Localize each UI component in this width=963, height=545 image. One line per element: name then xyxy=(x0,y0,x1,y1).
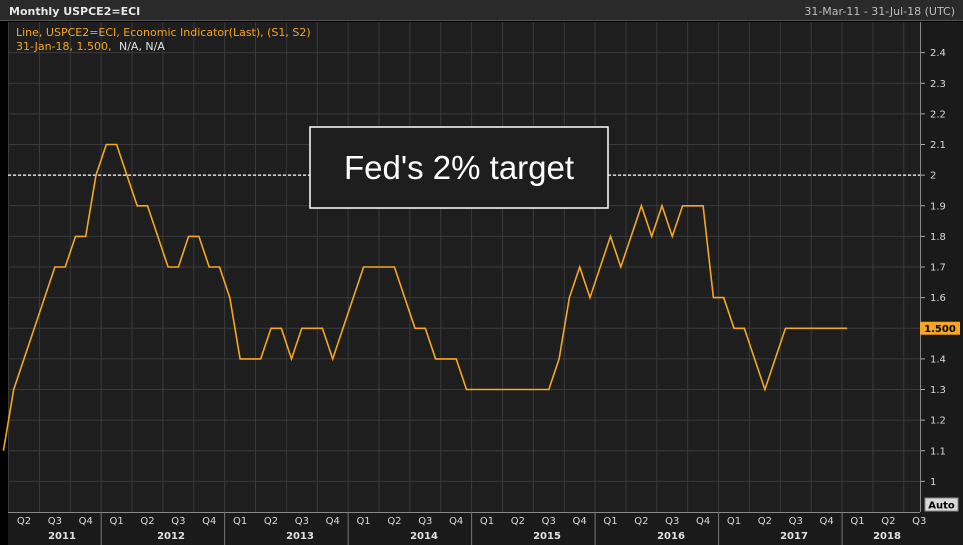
y-tick-label-11: 2.1 xyxy=(930,140,946,151)
y-tick-label-10: 2 xyxy=(930,171,936,182)
x-axis-panel xyxy=(8,512,963,545)
x-year-label-2011: 2011 xyxy=(48,531,76,542)
series-line-uspce2 xyxy=(2,143,848,451)
x-quarter-label-1: Q3 xyxy=(48,516,62,527)
x-quarter-label-12: Q2 xyxy=(387,516,401,527)
header-bar xyxy=(0,0,963,20)
annotation-box: Fed's 2% target xyxy=(309,126,609,209)
y-tick-label-13: 2.3 xyxy=(930,79,946,90)
x-grid xyxy=(8,22,905,512)
x-quarter-label-22: Q4 xyxy=(696,516,710,527)
x-quarter-label-18: Q4 xyxy=(573,516,587,527)
chart-title: Monthly USPCE2=ECI xyxy=(9,5,140,18)
x-quarter-label-10: Q4 xyxy=(326,516,340,527)
x-quarter-label-16: Q2 xyxy=(511,516,525,527)
x-year-label-2018: 2018 xyxy=(873,531,901,542)
x-quarter-label-15: Q1 xyxy=(480,516,494,527)
x-quarter-label-13: Q3 xyxy=(418,516,432,527)
x-quarter-label-14: Q4 xyxy=(449,516,463,527)
legend-date-value: 31-Jan-18, 1.500, xyxy=(16,40,111,53)
x-year-label-2013: 2013 xyxy=(286,531,314,542)
x-quarter-label-8: Q2 xyxy=(264,516,278,527)
x-quarter-label-4: Q2 xyxy=(140,516,154,527)
y-tick-label-4: 1.4 xyxy=(930,354,946,365)
x-quarter-label-6: Q4 xyxy=(202,516,216,527)
y-axis-labels: 11.11.21.31.41.51.61.71.81.922.12.22.32.… xyxy=(930,48,946,488)
x-quarter-label-23: Q1 xyxy=(727,516,741,527)
auto-button-label[interactable]: Auto xyxy=(928,501,955,512)
x-quarter-label-28: Q2 xyxy=(881,516,895,527)
auto-button[interactable]: Auto xyxy=(924,497,959,512)
x-quarter-label-17: Q3 xyxy=(542,516,556,527)
x-quarter-label-21: Q3 xyxy=(665,516,679,527)
x-quarter-label-3: Q1 xyxy=(109,516,123,527)
x-quarter-label-11: Q1 xyxy=(356,516,370,527)
x-quarter-label-25: Q3 xyxy=(789,516,803,527)
x-quarter-label-24: Q2 xyxy=(758,516,772,527)
last-value-text: 1.500 xyxy=(924,324,956,335)
x-quarter-label-5: Q3 xyxy=(171,516,185,527)
x-quarter-label-20: Q2 xyxy=(634,516,648,527)
y-tick-label-0: 1 xyxy=(930,477,936,488)
y-tick-label-1: 1.1 xyxy=(930,446,946,457)
y-tick-label-9: 1.9 xyxy=(930,201,946,212)
x-quarter-label-9: Q3 xyxy=(295,516,309,527)
y-tick-label-2: 1.2 xyxy=(930,416,946,427)
x-quarter-label-27: Q1 xyxy=(850,516,864,527)
x-quarter-label-19: Q1 xyxy=(603,516,617,527)
legend-line-2: 31-Jan-18, 1.500, N/A, N/A xyxy=(16,40,165,53)
x-quarter-label-7: Q1 xyxy=(233,516,247,527)
annotation-text: Fed's 2% target xyxy=(344,149,574,186)
y-tick-label-14: 2.4 xyxy=(930,48,946,59)
x-axis-labels: Q2 Q3 Q4 Q1 Q2 Q3 Q4 Q1 Q2 Q3 Q4 Q1 Q2 Q3 Q4 Q1 Q2 Q3 Q4 Q1… xyxy=(17,512,926,545)
x-year-label-2016: 2016 xyxy=(657,531,685,542)
y-tick-label-6: 1.6 xyxy=(930,293,946,304)
x-quarter-label-0: Q2 xyxy=(17,516,31,527)
legend-na-values: N/A, N/A xyxy=(119,40,165,53)
last-value-badge: 1.500 xyxy=(920,321,960,335)
x-year-label-2014: 2014 xyxy=(410,531,438,542)
y-tick-label-7: 1.7 xyxy=(930,263,946,274)
x-year-label-2015: 2015 xyxy=(533,531,561,542)
x-year-label-2012: 2012 xyxy=(157,531,185,542)
legend-line-1: Line, USPCE2=ECI, Economic Indicator(Las… xyxy=(16,26,311,39)
date-range: 31-Mar-11 - 31-Jul-18 (UTC) xyxy=(804,5,955,18)
x-quarter-label-29: Q3 xyxy=(912,516,926,527)
y-grid xyxy=(8,22,925,513)
y-tick-label-12: 2.2 xyxy=(930,109,946,120)
x-quarter-label-26: Q4 xyxy=(820,516,834,527)
x-quarter-label-2: Q4 xyxy=(79,516,93,527)
x-year-label-2017: 2017 xyxy=(780,531,808,542)
y-tick-label-8: 1.8 xyxy=(930,232,946,243)
y-tick-label-3: 1.3 xyxy=(930,385,946,396)
y-axis-panel xyxy=(920,22,963,512)
